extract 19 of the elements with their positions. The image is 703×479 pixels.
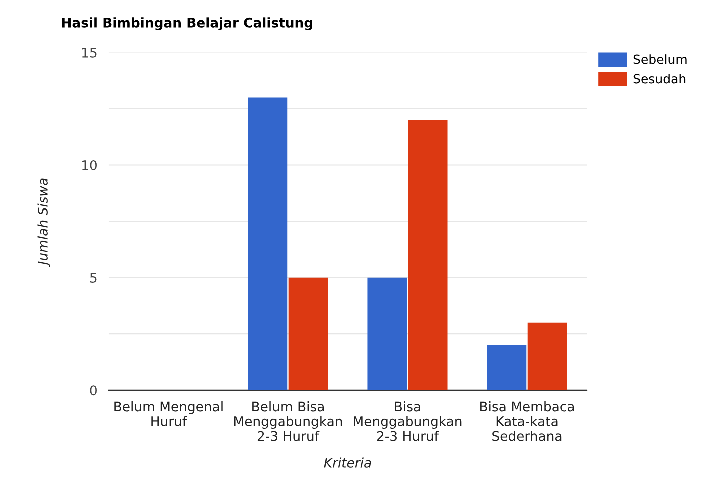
bar	[528, 322, 568, 390]
bar	[368, 278, 408, 390]
legend-label: Sesudah	[634, 74, 686, 84]
x-tick-label: Belum Bisa Menggabungkan 2-3 Huruf	[234, 401, 342, 442]
y-tick-label: 5	[90, 273, 97, 284]
y-tick-label: 0	[90, 386, 97, 396]
bar	[288, 278, 328, 390]
y-tick-label: 15	[82, 48, 97, 58]
bar	[487, 345, 527, 390]
x-tick-label: Belum Mengenal Huruf	[114, 401, 223, 426]
x-axis-title: Kriteria	[324, 458, 372, 468]
y-tick-label: 10	[82, 160, 97, 170]
bar	[248, 98, 288, 390]
y-axis-title: Jumlah Siswa	[38, 178, 50, 268]
x-tick-label: Bisa Membaca Kata-kata Sederhana	[480, 401, 574, 442]
legend-label: Sebelum	[634, 54, 687, 64]
x-tick-label: Bisa Menggabungkan 2-3 Huruf	[354, 401, 462, 442]
chart-title: Hasil Bimbingan Belajar Calistung	[62, 18, 312, 31]
bar	[408, 120, 448, 390]
